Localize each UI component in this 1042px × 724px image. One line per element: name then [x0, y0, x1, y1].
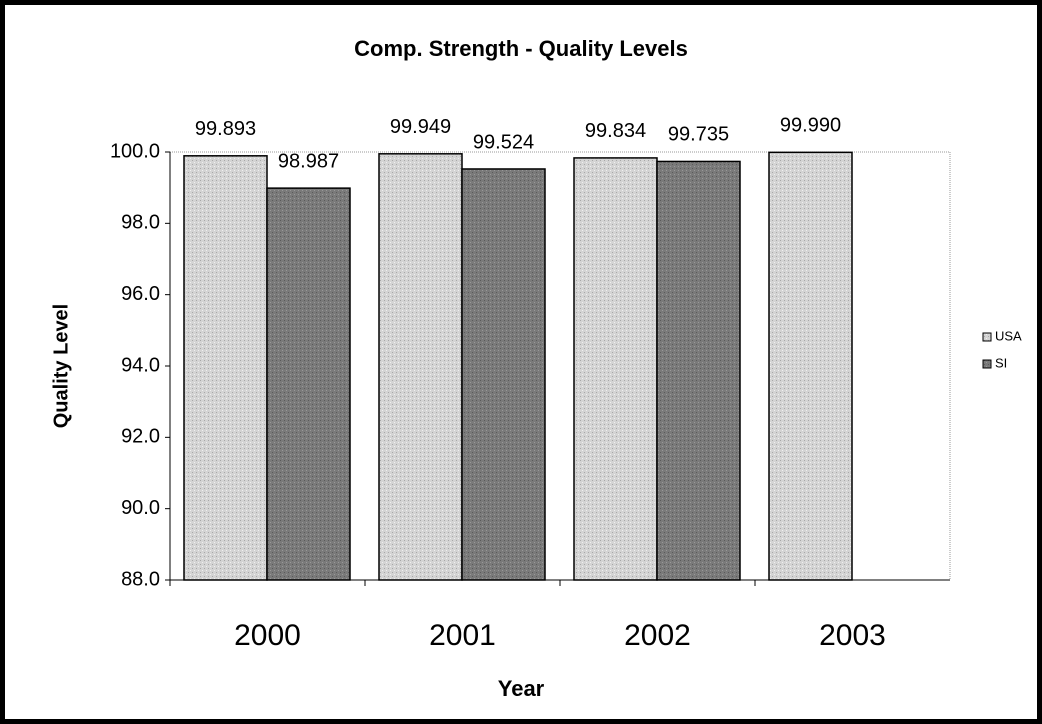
- y-tick-label: 88.0: [121, 568, 160, 590]
- y-tick-label: 98.0: [121, 212, 160, 234]
- value-label: 99.524: [473, 131, 534, 153]
- legend-label: USA: [995, 328, 1022, 343]
- bar: [461, 168, 546, 581]
- bar: [378, 153, 463, 581]
- legend-swatch: [982, 359, 992, 369]
- x-tick-label: 2002: [624, 619, 691, 652]
- value-label: 98.987: [278, 150, 339, 172]
- y-tick-label: 96.0: [121, 283, 160, 305]
- value-label: 99.949: [390, 116, 451, 138]
- value-label: 99.735: [668, 124, 729, 146]
- value-label: 99.990: [780, 115, 841, 137]
- y-tick-label: 100.0: [110, 140, 160, 162]
- y-tick-label: 92.0: [121, 426, 160, 448]
- value-label: 99.834: [585, 120, 646, 142]
- bar: [768, 151, 853, 581]
- x-axis-label: Year: [498, 676, 545, 701]
- chart-title: Comp. Strength - Quality Levels: [354, 36, 688, 61]
- bar: [266, 187, 351, 581]
- y-tick-label: 90.0: [121, 497, 160, 519]
- x-tick-label: 2003: [819, 619, 886, 652]
- legend-label: SI: [995, 355, 1007, 370]
- y-tick-label: 94.0: [121, 354, 160, 376]
- value-label: 99.893: [195, 118, 256, 140]
- bar: [573, 157, 658, 581]
- legend-swatch: [982, 332, 992, 342]
- bar: [183, 155, 268, 581]
- bar: [656, 160, 741, 581]
- x-tick-label: 2001: [429, 619, 496, 652]
- y-axis-label: Quality Level: [50, 304, 72, 429]
- x-tick-label: 2000: [234, 619, 301, 652]
